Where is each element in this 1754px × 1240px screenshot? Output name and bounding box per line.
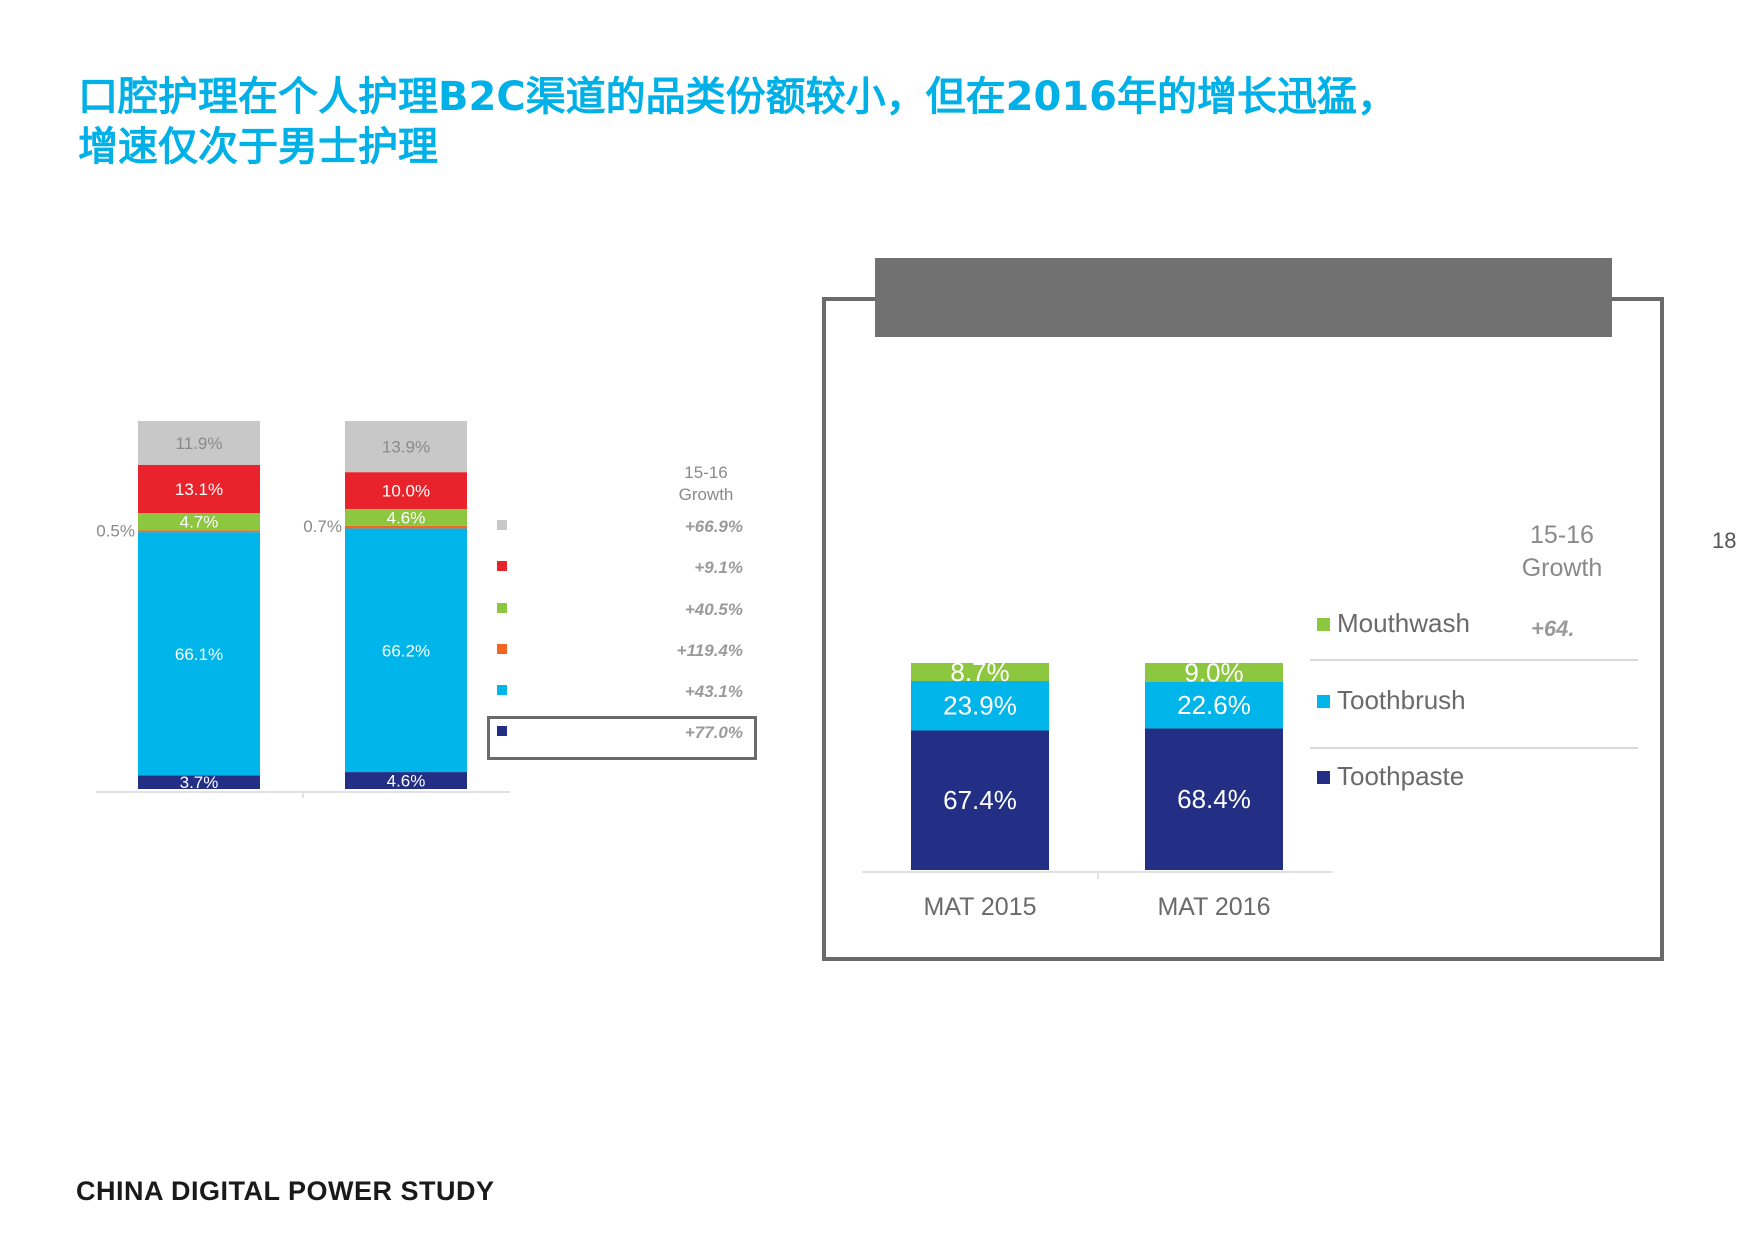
left-bar-segment bbox=[345, 525, 467, 529]
right-legend-swatch bbox=[1317, 618, 1330, 631]
zoom-callout-header-bar bbox=[875, 258, 1612, 337]
left-bar-data-label: 4.6% bbox=[387, 508, 426, 527]
left-growth-value: +9.1% bbox=[694, 558, 743, 577]
left-bar-data-label: 13.1% bbox=[175, 480, 223, 499]
left-bar-data-label: 10.0% bbox=[382, 482, 430, 501]
right-bar-segment bbox=[911, 681, 1049, 731]
left-growth-legend-swatch bbox=[497, 520, 507, 530]
left-bar-data-label: 4.7% bbox=[180, 513, 219, 532]
left-growth-header: Growth bbox=[679, 485, 734, 504]
right-legend-label: Toothpaste bbox=[1337, 761, 1464, 791]
right-bar-data-label: 8.7% bbox=[950, 657, 1009, 687]
highlight-box-toothpaste-growth bbox=[487, 716, 757, 760]
left-growth-legend-swatch bbox=[497, 603, 507, 613]
right-legend-label: Toothbrush bbox=[1337, 685, 1466, 715]
left-growth-legend-swatch bbox=[497, 644, 507, 654]
right-bar-segment bbox=[1145, 663, 1283, 682]
right-growth-value: +64. bbox=[1531, 616, 1574, 641]
right-bar-segment bbox=[1145, 728, 1283, 870]
left-bar-segment bbox=[345, 528, 467, 773]
right-bar-data-label: 23.9% bbox=[943, 691, 1017, 721]
right-legend-swatch bbox=[1317, 695, 1330, 708]
left-bar-data-label: 66.2% bbox=[382, 641, 430, 660]
left-growth-legend-swatch bbox=[497, 726, 507, 736]
left-bar-segment bbox=[345, 508, 467, 526]
left-bar-segment bbox=[138, 513, 260, 531]
footer-brand: CHINA DIGITAL POWER STUDY bbox=[76, 1176, 495, 1206]
left-bar-data-label: 13.9% bbox=[382, 438, 430, 457]
right-bar-data-label: 22.6% bbox=[1177, 690, 1251, 720]
right-category-label: MAT 2015 bbox=[923, 893, 1036, 921]
left-bar-data-label: 0.7% bbox=[303, 517, 342, 536]
left-bar-data-label: 4.6% bbox=[387, 772, 426, 791]
right-bar-data-label: 67.4% bbox=[943, 785, 1017, 815]
left-growth-header: 15-16 bbox=[684, 463, 727, 482]
left-bar-segment bbox=[138, 464, 260, 513]
left-growth-legend-swatch bbox=[497, 685, 507, 695]
left-growth-value: +40.5% bbox=[685, 600, 743, 619]
title-line-1: 口腔护理在个人护理B2C渠道的品类份额较小，但在2016年的增长迅猛， bbox=[78, 74, 1398, 120]
left-growth-value: +66.9% bbox=[685, 517, 743, 536]
left-bar-segment bbox=[345, 421, 467, 473]
right-bar-segment bbox=[911, 730, 1049, 870]
right-legend-swatch bbox=[1317, 771, 1330, 784]
right-growth-header: Growth bbox=[1522, 554, 1603, 582]
left-bar-segment bbox=[345, 772, 467, 789]
page-title: 口腔护理在个人护理B2C渠道的品类份额较小，但在2016年的增长迅猛， 增速仅次… bbox=[78, 72, 1578, 172]
page-number: 18 bbox=[1712, 528, 1737, 553]
right-bar-segment bbox=[1145, 681, 1283, 729]
left-bar-segment bbox=[138, 421, 260, 465]
right-legend-label: Mouthwash bbox=[1337, 608, 1470, 638]
left-bar-data-label: 66.1% bbox=[175, 645, 223, 664]
left-bar-segment bbox=[345, 472, 467, 509]
left-bar-segment bbox=[138, 530, 260, 533]
left-growth-value: +43.1% bbox=[685, 682, 743, 701]
right-bar-segment bbox=[911, 663, 1049, 682]
left-growth-value: +77.0% bbox=[685, 723, 743, 742]
left-bar-data-label: 0.5% bbox=[96, 521, 135, 540]
left-growth-value: +119.4% bbox=[677, 641, 743, 660]
right-bar-data-label: 9.0% bbox=[1184, 657, 1243, 687]
left-bar-data-label: 11.9% bbox=[176, 434, 223, 453]
left-bar-segment bbox=[138, 532, 260, 776]
right-growth-header: 15-16 bbox=[1530, 521, 1594, 549]
right-bar-data-label: 68.4% bbox=[1177, 784, 1251, 814]
left-bar-data-label: 3.7% bbox=[180, 773, 219, 792]
left-growth-legend-swatch bbox=[497, 561, 507, 571]
right-category-label: MAT 2016 bbox=[1157, 893, 1270, 921]
left-bar-segment bbox=[138, 775, 260, 789]
title-line-2: 增速仅次于男士护理 bbox=[78, 124, 438, 170]
